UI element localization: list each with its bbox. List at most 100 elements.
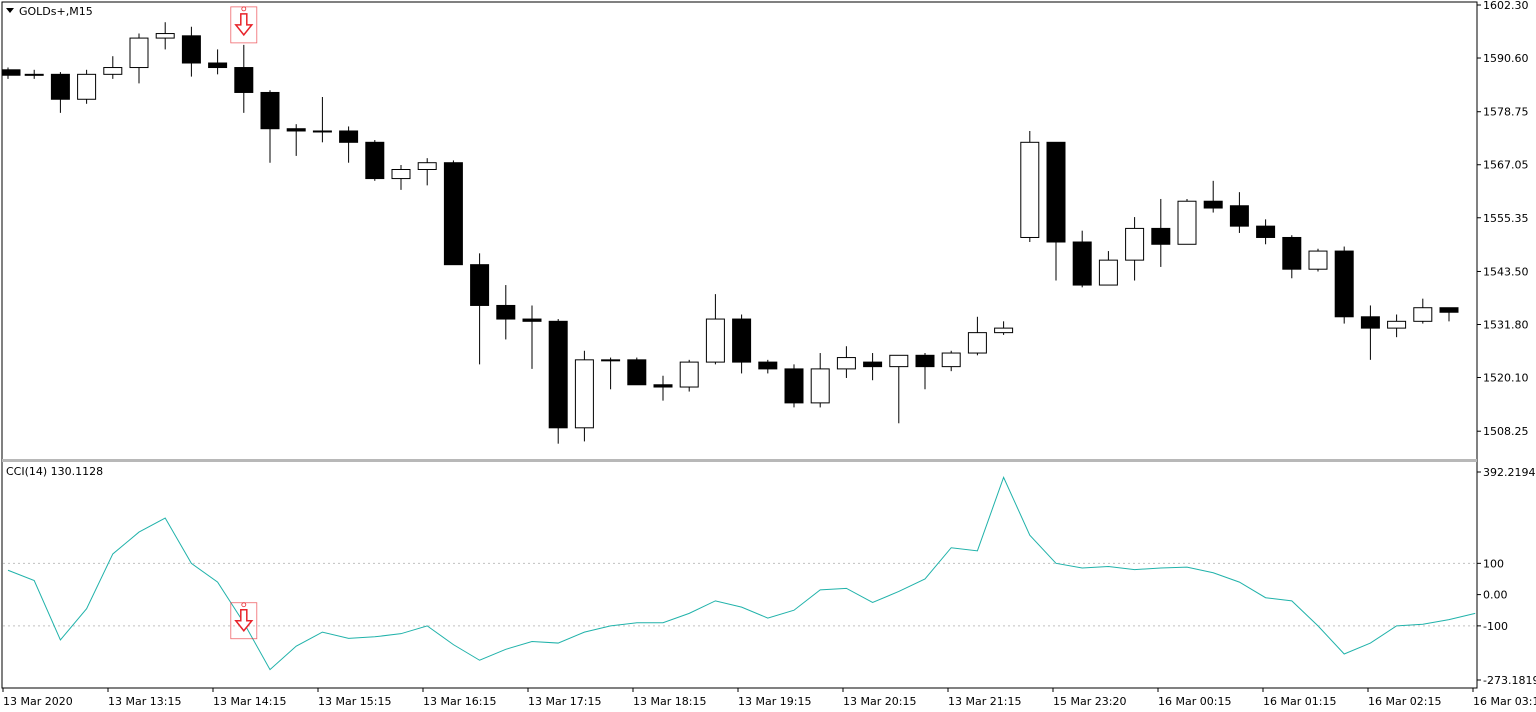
bear-candle-body — [1229, 205, 1249, 227]
time-tick-label: 15 Mar 23:20 — [1053, 695, 1126, 708]
price-axis: 1602.30 1590.60 1578.75 1567.05 1555.35 1543.… — [1477, 0, 1529, 438]
candle — [129, 33, 149, 84]
candle — [77, 69, 97, 104]
price-tick-label: 1543.50 — [1483, 265, 1529, 278]
candle — [286, 124, 306, 156]
candle — [1, 67, 21, 79]
candle — [1046, 141, 1066, 281]
candle — [548, 319, 568, 444]
candle — [941, 350, 961, 372]
time-axis: 13 Mar 2020 13 Mar 13:15 13 Mar 14:15 13 Ma… — [2, 688, 1536, 708]
candle — [391, 164, 411, 190]
bear-candle-body — [915, 354, 935, 368]
bear-candle-body — [339, 130, 359, 143]
bear-candle-body — [1256, 225, 1276, 238]
candle — [181, 26, 201, 77]
bull-candle-body — [129, 37, 149, 69]
candle — [1020, 130, 1040, 243]
bear-candle-body — [784, 368, 804, 404]
sell-arrow-icon — [234, 13, 254, 37]
candle — [1151, 198, 1171, 267]
bull-candle-body — [1125, 227, 1145, 261]
cci-pane-title: CCI(14) 130.1128 — [6, 465, 103, 478]
candle — [496, 285, 516, 340]
candle — [1229, 192, 1249, 233]
candle — [522, 305, 542, 369]
bull-candle-body — [810, 368, 830, 404]
time-tick-label: 16 Mar 03:1 — [1473, 695, 1536, 708]
candle — [810, 353, 830, 408]
time-tick-label: 13 Mar 15:15 — [318, 695, 391, 708]
bear-candle-body — [1151, 227, 1171, 245]
time-tick-label: 16 Mar 02:15 — [1368, 695, 1441, 708]
bear-candle-body — [1203, 200, 1223, 209]
bull-candle-body — [889, 354, 909, 368]
bear-candle-body — [181, 35, 201, 64]
bear-candle-body — [1046, 141, 1066, 243]
candle — [915, 353, 935, 390]
candle — [601, 357, 621, 390]
bear-candle-body — [234, 67, 254, 93]
sell-signal-cci[interactable] — [230, 602, 258, 640]
candle — [365, 140, 385, 181]
candle — [967, 316, 987, 356]
price-tick-label: 1578.75 — [1483, 106, 1529, 119]
bull-candle-body — [24, 73, 44, 76]
time-tick-label: 13 Mar 14:15 — [213, 695, 286, 708]
time-tick-label: 16 Mar 01:15 — [1263, 695, 1336, 708]
candle — [836, 346, 856, 378]
candle — [260, 90, 280, 163]
bear-candle-body — [522, 318, 542, 322]
bear-candle-body — [443, 162, 463, 266]
candle — [1203, 180, 1223, 213]
candle — [889, 354, 909, 424]
sell-signal-price[interactable] — [230, 6, 258, 44]
bear-candle-body — [732, 318, 752, 363]
bear-candle-body — [653, 384, 673, 388]
candle — [758, 359, 778, 374]
cci-tick-label: 100 — [1483, 557, 1504, 570]
candle — [470, 253, 490, 365]
pane-separator[interactable] — [2, 459, 1477, 462]
bull-candle-body — [967, 332, 987, 354]
candle — [50, 72, 70, 113]
time-tick-label: 16 Mar 00:15 — [1158, 695, 1231, 708]
time-tick-label: 13 Mar 21:15 — [948, 695, 1021, 708]
candle — [627, 357, 647, 386]
price-pane-title: GOLDs+,M15 — [19, 5, 93, 18]
price-tick-label: 1531.80 — [1483, 318, 1529, 331]
price-tick-label: 1590.60 — [1483, 52, 1529, 65]
bear-candle-body — [548, 320, 568, 429]
bear-candle-body — [1282, 236, 1302, 270]
collapse-triangle-icon[interactable] — [6, 8, 14, 13]
price-tick-label: 1520.10 — [1483, 372, 1529, 385]
candle — [208, 49, 228, 75]
time-tick-label: 13 Mar 20:15 — [843, 695, 916, 708]
candle — [994, 321, 1014, 335]
candle — [1282, 235, 1302, 279]
candle — [679, 359, 699, 392]
bear-candle-body — [1439, 307, 1459, 313]
candle — [574, 350, 594, 442]
candle — [339, 126, 359, 163]
bull-candle-body — [1020, 141, 1040, 238]
bull-candle-body — [836, 357, 856, 370]
bull-candle-body — [941, 352, 961, 368]
price-tick-label: 1602.30 — [1483, 0, 1529, 12]
cci-tick-label: 392.2194 — [1483, 466, 1536, 479]
chart-frame — [1, 1, 1478, 689]
time-tick-label: 13 Mar 17:15 — [528, 695, 601, 708]
sell-signals[interactable] — [230, 6, 258, 640]
candle — [1360, 305, 1380, 360]
cci-series — [7, 476, 1476, 671]
candle — [1334, 246, 1354, 324]
candle — [1098, 251, 1118, 286]
time-tick-label: 13 Mar 18:15 — [633, 695, 706, 708]
bull-candle-body — [574, 359, 594, 429]
time-tick-label: 13 Mar 19:15 — [738, 695, 811, 708]
bear-candle-body — [1, 69, 21, 76]
bull-candle-body — [994, 327, 1014, 334]
bull-candle-body — [1387, 320, 1407, 329]
cci-level-lines — [3, 562, 1477, 627]
